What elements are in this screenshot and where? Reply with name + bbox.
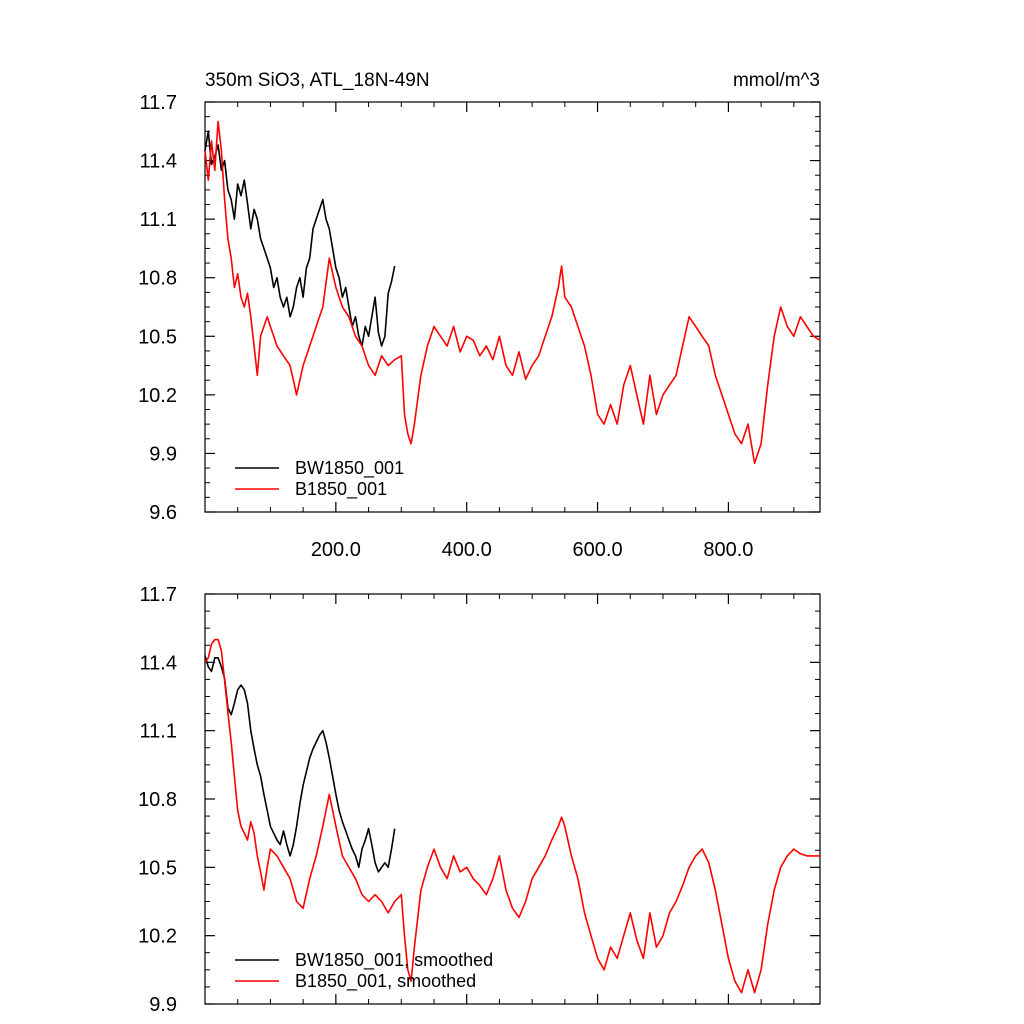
top-chart-panel: 350m SiO3, ATL_18N-49N mmol/m^3 9.6 9.9 10… xyxy=(138,70,821,561)
y-tick-label: 11.7 xyxy=(140,92,177,114)
plot-frame xyxy=(204,101,821,513)
y-tick-label: 10.5 xyxy=(138,326,177,348)
y-tick-label: 9.6 xyxy=(149,502,177,524)
y-tick-label: 11.1 xyxy=(140,721,177,743)
axis-ticks xyxy=(205,101,820,513)
x-axis-labels: 200.0 400.0 600.0 800.0 xyxy=(311,539,754,561)
y-tick-label: 9.9 xyxy=(149,994,177,1016)
units-label: mmol/m^3 xyxy=(733,70,820,91)
y-tick-label: 10.8 xyxy=(138,789,177,811)
y-tick-label: 11.4 xyxy=(140,652,177,674)
y-tick-label: 11.1 xyxy=(140,209,177,231)
y-axis-labels: 9.6 9.9 10.2 10.5 10.8 11.1 11.4 11.7 xyxy=(138,92,177,524)
y-tick-label: 10.5 xyxy=(138,857,177,879)
x-tick-label: 800.0 xyxy=(703,539,753,561)
series-lines xyxy=(204,638,820,994)
bottom-chart-panel: 9.9 10.2 10.5 10.8 11.1 11.4 11.7 BW1850_001, … xyxy=(138,584,821,1016)
y-tick-label: 11.7 xyxy=(140,584,177,606)
x-tick-label: 200.0 xyxy=(311,539,361,561)
y-tick-label: 10.2 xyxy=(138,926,177,948)
legend-label: BW1850_001, smoothed xyxy=(295,950,493,971)
legend-label: B1850_001 xyxy=(295,479,387,500)
y-tick-label: 10.2 xyxy=(138,385,177,407)
x-tick-label: 600.0 xyxy=(573,539,623,561)
y-axis-labels: 9.9 10.2 10.5 10.8 11.1 11.4 11.7 xyxy=(138,584,177,1016)
series-line-0 xyxy=(204,655,396,873)
axis-ticks xyxy=(205,593,820,1005)
series-line-0 xyxy=(204,130,396,347)
y-tick-label: 11.4 xyxy=(140,151,177,173)
chart-title: 350m SiO3, ATL_18N-49N xyxy=(205,70,430,91)
y-tick-label: 10.8 xyxy=(138,268,177,290)
y-tick-label: 9.9 xyxy=(149,443,177,465)
series-line-1 xyxy=(204,638,820,994)
legend-label: BW1850_001 xyxy=(295,458,404,479)
series-line-1 xyxy=(204,120,821,464)
series-lines xyxy=(204,120,821,464)
plot-frame xyxy=(204,593,821,1005)
legend-label: B1850_001, smoothed xyxy=(295,971,476,992)
x-tick-label: 400.0 xyxy=(442,539,492,561)
